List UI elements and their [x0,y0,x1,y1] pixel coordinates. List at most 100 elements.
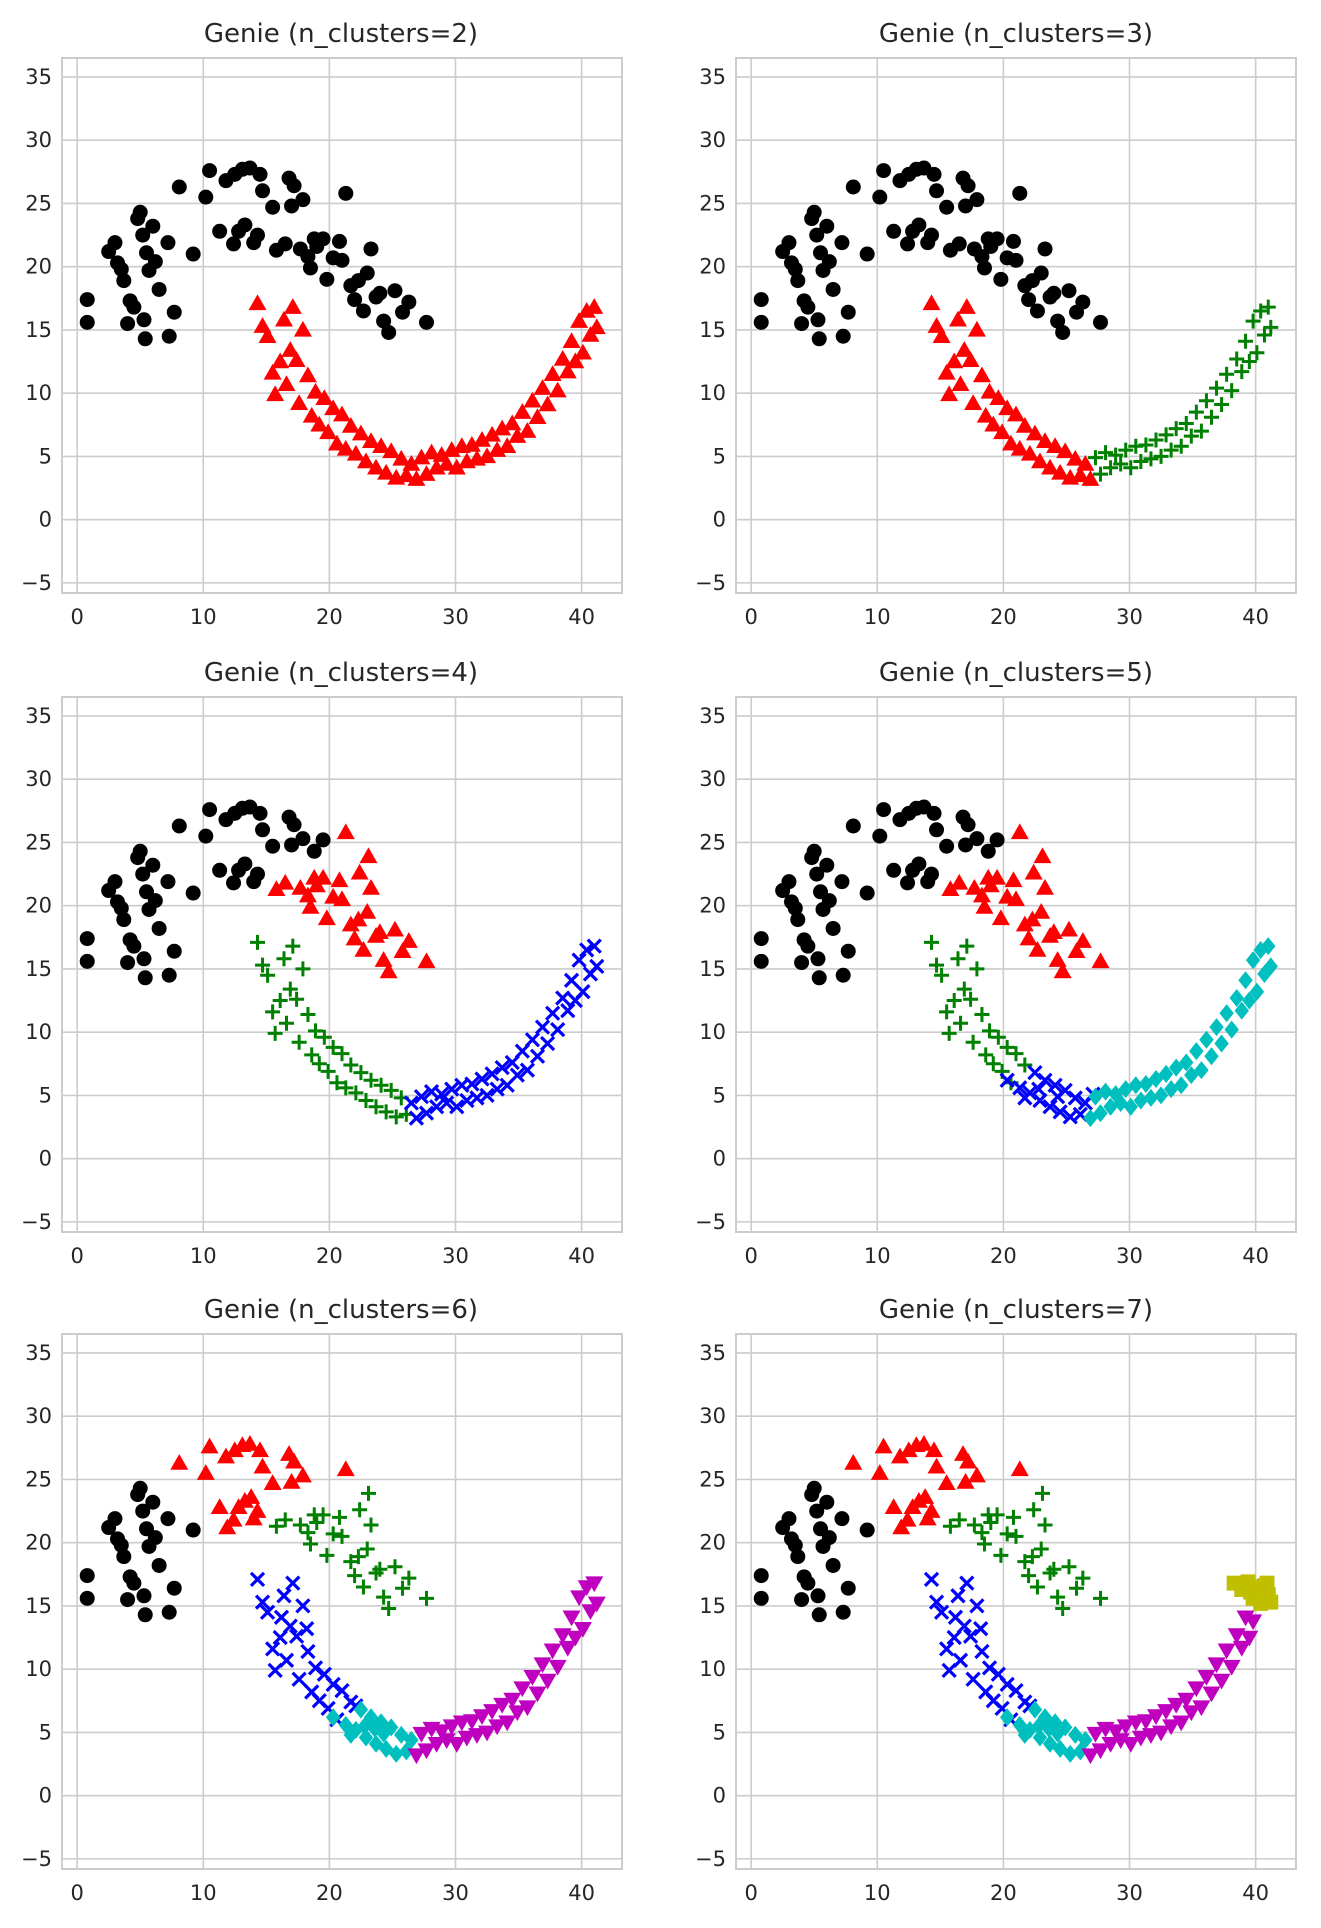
marker-diamond [357,1717,372,1736]
y-tick-label: 20 [699,1531,726,1555]
marker-x [999,1676,1015,1692]
marker-plus [1214,397,1230,413]
marker-circle [160,1511,176,1527]
marker-circle [126,938,142,954]
x-tick-label: 30 [442,1244,469,1268]
marker-diamond [404,1730,419,1749]
marker-plus [1249,345,1265,361]
marker-circle [926,166,942,182]
marker-triangle [965,878,984,895]
y-tick-label: 10 [699,1657,726,1681]
marker-triangle-down [543,1643,562,1660]
marker-triangle-down [462,1714,481,1731]
marker-triangle [518,422,537,438]
marker-circle [835,328,851,344]
plot-frame [61,696,623,1233]
marker-plus [268,1518,284,1534]
marker-circle [136,312,152,328]
marker-triangle [980,382,999,399]
marker-plus [265,1004,281,1020]
marker-triangle [374,951,393,967]
marker-circle [160,235,176,251]
marker-triangle [940,385,959,402]
marker-circle [810,951,826,967]
marker-triangle [351,424,370,441]
scatter-series [403,938,605,1126]
marker-plus [388,1109,404,1125]
marker-circle [1029,303,1045,319]
marker-plus [304,1047,320,1063]
marker-circle [859,1522,875,1538]
marker-triangle [1007,405,1025,422]
marker-circle [809,866,825,882]
marker-circle [151,281,167,297]
marker-circle [989,231,1005,247]
y-tick-label: 5 [39,444,52,468]
marker-plus [249,934,265,950]
marker-circle [132,204,148,220]
marker-circle [198,189,214,205]
marker-triangle [345,929,364,946]
marker-triangle-down [538,1673,557,1690]
marker-plus [974,1525,990,1541]
marker-plus [352,1502,368,1518]
marker-triangle [382,442,401,459]
marker-diamond [1057,1718,1073,1737]
marker-triangle [333,890,351,907]
marker-circle [252,805,268,821]
marker-circle [202,802,218,818]
marker-circle [835,967,851,983]
marker-triangle [1030,452,1049,469]
marker-triangle [417,952,436,969]
marker-circle [811,331,827,347]
marker-x [519,1062,536,1078]
marker-triangle [310,415,329,432]
marker-triangle-down [478,1725,497,1742]
marker-x [1067,1090,1083,1106]
marker-triangle-down [1101,1737,1120,1753]
marker-x [325,1676,341,1692]
marker-x [474,1071,490,1087]
marker-plus [1133,453,1149,469]
marker-circle [338,185,354,201]
marker-diamond [1123,1097,1138,1116]
marker-triangle [377,463,396,480]
marker-plus [1224,383,1240,399]
y-tick-label: 0 [713,508,726,532]
marker-triangle [988,868,1007,885]
marker-x [962,1628,979,1644]
marker-circle [821,893,837,909]
marker-triangle-down [1106,1724,1125,1741]
marker-x [1049,1089,1066,1105]
marker-triangle [271,352,290,369]
marker-x [974,1643,990,1660]
grid [62,697,622,1232]
marker-circle [834,874,850,890]
marker-triangle [379,962,398,979]
scatter-series [267,823,436,979]
marker-triangle [319,423,338,440]
marker-plus [959,938,975,954]
marker-diamond [1179,1053,1194,1072]
marker-triangle [955,341,974,357]
x-tick-label: 30 [1116,605,1143,629]
subplot-title: Genie (n_clusters=7) [879,1295,1153,1325]
marker-plus [1075,1570,1091,1586]
marker-triangle [350,863,369,880]
marker-triangle [437,454,456,471]
marker-triangle [1032,903,1051,919]
y-tick-label: −5 [695,1847,726,1871]
y-tick-label: 25 [699,1467,726,1491]
marker-triangle [972,886,991,903]
marker-circle [319,271,335,287]
marker-plus [1148,432,1164,448]
marker-triangle [218,1518,237,1535]
marker-triangle [916,1488,935,1504]
marker-x [981,1660,998,1676]
marker-triangle [937,363,956,380]
scatter-series [941,823,1110,979]
marker-plus [359,1541,375,1557]
marker-diamond [1224,1020,1239,1039]
x-tick-label: 40 [568,605,595,629]
marker-triangle [282,1472,301,1489]
